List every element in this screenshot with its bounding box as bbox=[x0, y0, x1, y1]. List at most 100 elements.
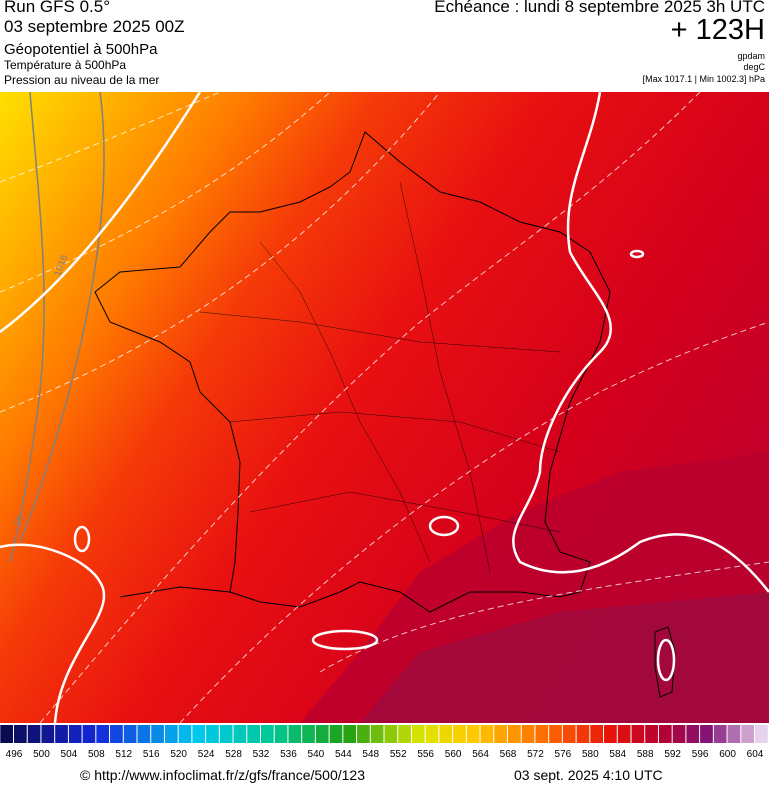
color-swatch bbox=[480, 725, 494, 743]
colorbar-label: 604 bbox=[747, 749, 764, 760]
colorbar-label: 520 bbox=[170, 749, 187, 760]
color-swatch bbox=[562, 725, 576, 743]
colorbar-label: 572 bbox=[527, 749, 544, 760]
field: Pression au niveau de la mer bbox=[4, 73, 160, 87]
color-swatch bbox=[219, 725, 233, 743]
isobars bbox=[0, 92, 769, 723]
color-swatch bbox=[151, 725, 164, 743]
lead-time: + 123H bbox=[670, 14, 765, 46]
color-swatch bbox=[398, 725, 411, 743]
source-url: © http://www.infoclimat.fr/z/gfs/france/… bbox=[80, 767, 365, 783]
colorbar-label: 600 bbox=[719, 749, 736, 760]
color-swatch bbox=[41, 725, 55, 743]
color-swatch bbox=[590, 725, 604, 743]
colorbar: 496 500 504 508 512 516 520 524 528 532 536 540 544 5… bbox=[0, 725, 768, 760]
coastline bbox=[94, 131, 676, 698]
colorbar-label: 528 bbox=[225, 749, 242, 760]
color-swatch bbox=[274, 725, 288, 743]
colorbar-label: 564 bbox=[472, 749, 489, 760]
color-swatch bbox=[741, 725, 754, 743]
colorbar-label: 584 bbox=[609, 749, 626, 760]
color-swatch bbox=[96, 725, 110, 743]
color-swatch bbox=[0, 725, 14, 743]
color-swatch bbox=[439, 725, 453, 743]
colorbar-label: 568 bbox=[500, 749, 517, 760]
color-swatch bbox=[425, 725, 439, 743]
color-swatch bbox=[137, 725, 151, 743]
colorbar-label: 560 bbox=[445, 749, 462, 760]
colorbar-label: 504 bbox=[61, 749, 78, 760]
contour-label: 16 bbox=[12, 513, 26, 528]
color-swatch bbox=[14, 725, 27, 743]
colorbar-label: 552 bbox=[390, 749, 407, 760]
colorbar-label: 576 bbox=[555, 749, 572, 760]
colorbar-label: 548 bbox=[362, 749, 379, 760]
colorbar-label: 540 bbox=[308, 749, 325, 760]
color-swatch bbox=[370, 725, 384, 743]
color-swatch bbox=[631, 725, 645, 743]
color-swatch bbox=[713, 725, 727, 743]
color-swatch bbox=[686, 725, 700, 743]
color-swatch bbox=[178, 725, 192, 743]
color-swatch bbox=[727, 725, 741, 743]
color-swatch bbox=[233, 725, 247, 743]
pressure-range: [Max 1017.1 | Min 1002.3] hPa bbox=[642, 74, 765, 84]
colorbar-label: 516 bbox=[143, 749, 160, 760]
field: Température à 500hPa bbox=[4, 58, 127, 72]
colorbar-label: 496 bbox=[6, 749, 23, 760]
color-swatch bbox=[55, 725, 68, 743]
color-swatch bbox=[535, 725, 549, 743]
color-swatch bbox=[357, 725, 370, 743]
colorbar-label: 508 bbox=[88, 749, 105, 760]
colorbar-label: 500 bbox=[33, 749, 50, 760]
color-swatch bbox=[384, 725, 398, 743]
color-swatch bbox=[206, 725, 219, 743]
field: Géopotentiel à 500hPa bbox=[4, 41, 158, 58]
color-swatch bbox=[82, 725, 96, 743]
colorbar-label: 596 bbox=[692, 749, 709, 760]
colorbar-label: 544 bbox=[335, 749, 352, 760]
color-swatch bbox=[110, 725, 123, 743]
color-swatch bbox=[247, 725, 260, 743]
color-swatch bbox=[329, 725, 343, 743]
colorbar-label: 580 bbox=[582, 749, 599, 760]
color-swatch bbox=[164, 725, 178, 743]
color-swatch bbox=[411, 725, 425, 743]
color-swatch bbox=[658, 725, 672, 743]
color-swatch bbox=[672, 725, 686, 743]
color-swatch bbox=[123, 725, 137, 743]
color-swatch bbox=[261, 725, 274, 743]
map: 1016 16 bbox=[0, 92, 769, 723]
colorbar-label: 512 bbox=[115, 749, 132, 760]
generated-time: 03 sept. 2025 4:10 UTC bbox=[514, 767, 663, 783]
color-swatch bbox=[453, 725, 466, 743]
color-swatch bbox=[755, 725, 768, 743]
color-swatch bbox=[576, 725, 590, 743]
colorbar-label: 536 bbox=[280, 749, 297, 760]
temperature-field bbox=[360, 592, 769, 723]
colorbar-label: 532 bbox=[253, 749, 270, 760]
temperature-contours bbox=[9, 92, 105, 563]
color-swatch bbox=[549, 725, 562, 743]
color-swatch bbox=[508, 725, 521, 743]
color-swatch bbox=[700, 725, 713, 743]
colorbar-label: 524 bbox=[198, 749, 215, 760]
run: Run GFS 0.5° bbox=[4, 0, 111, 16]
color-swatch bbox=[192, 725, 206, 743]
borders bbox=[199, 181, 561, 573]
run-date: 03 septembre 2025 00Z bbox=[4, 17, 185, 36]
colorbar-label: 556 bbox=[417, 749, 434, 760]
color-swatch bbox=[645, 725, 658, 743]
colorbar-label: 588 bbox=[637, 749, 654, 760]
color-swatch bbox=[617, 725, 631, 743]
valid-time: Echéance : lundi 8 septembre 2025 3h UTC bbox=[434, 0, 765, 16]
color-swatch bbox=[604, 725, 617, 743]
color-swatch bbox=[315, 725, 329, 743]
colorbar-label: 592 bbox=[664, 749, 681, 760]
color-swatch bbox=[302, 725, 315, 743]
color-swatch bbox=[68, 725, 82, 743]
geopotential-contours bbox=[0, 92, 769, 723]
color-swatch bbox=[27, 725, 41, 743]
color-swatch bbox=[466, 725, 480, 743]
